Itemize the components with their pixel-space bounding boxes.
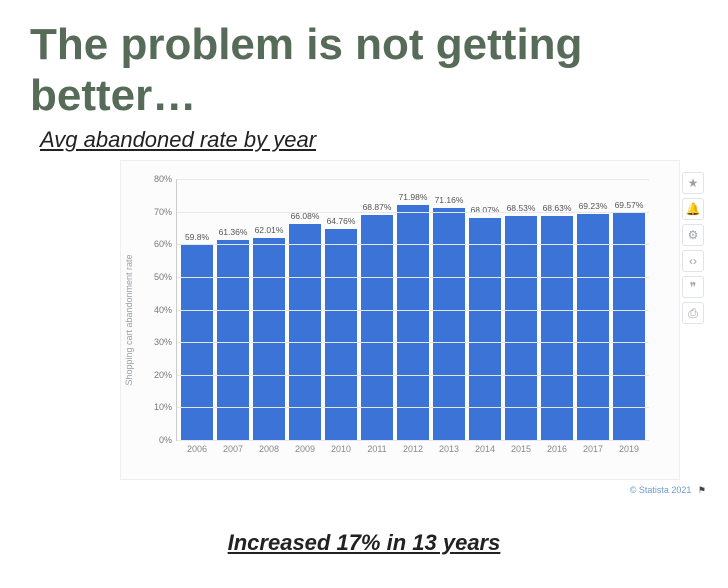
bar[interactable]: [577, 214, 609, 440]
bar-value-label: 69.57%: [615, 200, 644, 210]
share-icon[interactable]: ‹›: [682, 250, 704, 272]
bar-value-label: 71.16%: [435, 195, 464, 205]
x-tick-label: 2015: [511, 440, 531, 454]
bar-value-label: 59.8%: [185, 232, 209, 242]
bar[interactable]: [361, 215, 393, 440]
chart-subtitle: Avg abandoned rate by year: [40, 127, 316, 153]
y-tick-label: 10%: [154, 402, 177, 412]
x-tick-label: 2012: [403, 440, 423, 454]
y-tick-label: 50%: [154, 272, 177, 282]
bar[interactable]: [217, 240, 249, 440]
grid-line: [177, 440, 649, 441]
y-tick-label: 70%: [154, 207, 177, 217]
print-icon[interactable]: ⎙: [682, 302, 704, 324]
x-tick-label: 2011: [367, 440, 386, 454]
bar[interactable]: [613, 213, 645, 440]
bar-value-label: 68.07%: [471, 205, 500, 215]
grid-line: [177, 375, 649, 376]
y-tick-label: 40%: [154, 305, 177, 315]
grid-line: [177, 407, 649, 408]
x-tick-label: 2010: [331, 440, 351, 454]
attribution-text: © Statista 2021: [630, 485, 692, 495]
y-tick-label: 0%: [159, 435, 177, 445]
grid-line: [177, 310, 649, 311]
bell-icon[interactable]: 🔔: [682, 198, 704, 220]
x-tick-label: 2013: [439, 440, 459, 454]
grid-line: [177, 179, 649, 180]
grid-line: [177, 212, 649, 213]
star-icon[interactable]: ★: [682, 172, 704, 194]
bar-value-label: 71.98%: [399, 192, 428, 202]
y-axis-label: Shopping cart abandonment rate: [124, 254, 134, 385]
quote-icon[interactable]: ❞: [682, 276, 704, 298]
grid-line: [177, 244, 649, 245]
y-tick-label: 20%: [154, 370, 177, 380]
bar-value-label: 64.76%: [327, 216, 356, 226]
gear-icon[interactable]: ⚙: [682, 224, 704, 246]
grid-line: [177, 342, 649, 343]
chart-container: Shopping cart abandonment rate 59.8%2006…: [120, 160, 680, 480]
slide-caption: Increased 17% in 13 years: [0, 530, 728, 556]
x-tick-label: 2006: [187, 440, 207, 454]
flag-icon: ⚑: [698, 485, 706, 495]
x-tick-label: 2017: [583, 440, 603, 454]
y-tick-label: 60%: [154, 239, 177, 249]
bar[interactable]: [397, 205, 429, 440]
bar-value-label: 62.01%: [255, 225, 284, 235]
chart-toolbar: ★ 🔔 ⚙ ‹› ❞ ⎙: [682, 172, 706, 324]
bar[interactable]: [433, 208, 465, 440]
bar[interactable]: [253, 238, 285, 440]
bar-value-label: 66.08%: [291, 211, 320, 221]
grid-line: [177, 277, 649, 278]
plot-area: 59.8%200661.36%200762.01%200866.08%20096…: [176, 179, 649, 441]
x-tick-label: 2019: [619, 440, 639, 454]
x-tick-label: 2008: [259, 440, 279, 454]
slide: The problem is not getting better… Avg a…: [0, 0, 728, 588]
y-tick-label: 30%: [154, 337, 177, 347]
x-tick-label: 2014: [475, 440, 495, 454]
bar-value-label: 69.23%: [579, 201, 608, 211]
x-tick-label: 2016: [547, 440, 567, 454]
chart-frame: Shopping cart abandonment rate 59.8%2006…: [120, 160, 680, 480]
subtitle-row: Avg abandoned rate by year: [30, 119, 698, 153]
slide-title: The problem is not getting better…: [30, 20, 698, 121]
bar-value-label: 61.36%: [219, 227, 248, 237]
chart-attribution: © Statista 2021 ⚑: [630, 485, 706, 496]
x-tick-label: 2009: [295, 440, 315, 454]
x-tick-label: 2007: [223, 440, 243, 454]
y-tick-label: 80%: [154, 174, 177, 184]
